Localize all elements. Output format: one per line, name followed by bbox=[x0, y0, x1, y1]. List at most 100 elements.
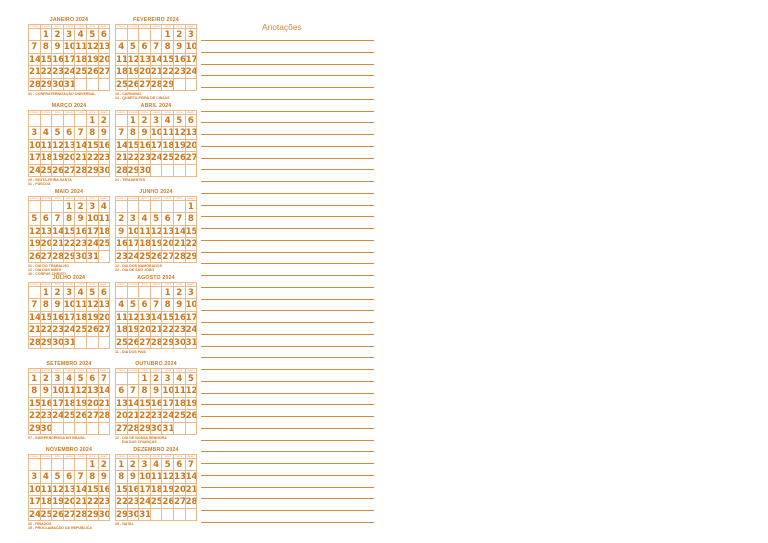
day-cell: 20 bbox=[63, 496, 76, 509]
day-cell: 10 bbox=[86, 213, 99, 226]
day-cell: 12 bbox=[29, 225, 41, 239]
day-cell: 1 bbox=[127, 115, 140, 128]
weekday-header: QUINTA bbox=[75, 283, 87, 287]
day-cell: 2 bbox=[173, 29, 186, 42]
day-cell: 14 bbox=[116, 139, 128, 153]
day-cell: 8 bbox=[162, 41, 174, 54]
day-cell: 17 bbox=[29, 496, 41, 509]
day-cell: 11 bbox=[116, 311, 128, 325]
weekday-header: DOMINGO bbox=[116, 111, 128, 115]
note-line bbox=[201, 521, 374, 523]
day-cell: 23 bbox=[139, 152, 151, 165]
month-block: MARÇO 2024 DOMINGO SEGUNDA TERÇA QUARTA QUINT… bbox=[28, 102, 111, 186]
day-cell: 29 bbox=[185, 250, 198, 263]
month-grid: DOMINGO SEGUNDA TERÇA QUARTA QUINTA SEXTA SÁBA… bbox=[115, 454, 198, 521]
day-cell: 19 bbox=[29, 238, 41, 251]
month-grid: DOMINGO SEGUNDA TERÇA QUARTA QUINTA SEXTA SÁBA… bbox=[115, 282, 198, 349]
day-cell: 25 bbox=[75, 324, 87, 337]
month-title: OUTUBRO 2024 bbox=[135, 361, 177, 367]
month-holidays: 13 - CARNAVAL 14 - QUARTA-FEIRA DE CINZA… bbox=[115, 91, 170, 101]
month-block: JULHO 2024 DOMINGO SEGUNDA TERÇA QUARTA QUINT… bbox=[28, 274, 111, 350]
note-line bbox=[201, 51, 374, 53]
weekday-header: TERÇA bbox=[139, 283, 151, 287]
day-cell: 25 bbox=[75, 66, 87, 79]
day-cell: 27 bbox=[139, 336, 151, 349]
day-cell: 2 bbox=[127, 459, 140, 472]
weekday-header: SEXTA bbox=[173, 369, 186, 373]
day-cell: 27 bbox=[40, 250, 53, 263]
note-line bbox=[201, 427, 374, 429]
day-cell: 8 bbox=[139, 385, 151, 398]
note-line bbox=[201, 40, 374, 41]
day-cell: 17 bbox=[162, 397, 174, 411]
day-cell: 18 bbox=[116, 324, 128, 337]
weekday-header: SEXTA bbox=[173, 455, 186, 459]
day-cell: 14 bbox=[127, 397, 140, 411]
day-cell: 19 bbox=[86, 311, 99, 325]
day-cell: 15 bbox=[162, 53, 174, 67]
day-cell: 8 bbox=[127, 127, 140, 140]
day-cell: 13 bbox=[98, 41, 111, 54]
weekday-header: SEGUNDA bbox=[127, 369, 140, 373]
day-cell: 30 bbox=[52, 78, 64, 91]
day-cell: · bbox=[75, 336, 87, 349]
month-holidays: 25 - NATAL bbox=[115, 521, 134, 526]
day-cell: 9 bbox=[173, 299, 186, 312]
day-cell: 26 bbox=[29, 250, 41, 263]
day-cell: 9 bbox=[98, 471, 111, 484]
note-line bbox=[201, 357, 374, 359]
day-cell: 26 bbox=[86, 66, 99, 79]
day-cell: 22 bbox=[185, 238, 198, 251]
note-line bbox=[201, 263, 374, 265]
day-cell: · bbox=[29, 115, 41, 128]
weekday-header: TERÇA bbox=[139, 25, 151, 29]
day-cell: 15 bbox=[127, 139, 140, 153]
day-cell: 7 bbox=[75, 127, 87, 140]
month-grid: DOMINGO SEGUNDA TERÇA QUARTA QUINTA SEXTA SÁBA… bbox=[115, 24, 198, 91]
month-title: JULHO 2024 bbox=[52, 275, 86, 281]
day-cell: 29 bbox=[127, 164, 140, 177]
day-cell: 20 bbox=[98, 311, 111, 325]
weekday-header: SEGUNDA bbox=[40, 369, 53, 373]
note-line bbox=[201, 404, 374, 406]
day-cell: 23 bbox=[52, 324, 64, 337]
day-cell: 20 bbox=[40, 238, 53, 251]
weekday-header: QUINTA bbox=[162, 283, 174, 287]
day-cell: · bbox=[116, 287, 128, 300]
day-cell: 23 bbox=[98, 152, 111, 165]
day-cell: 6 bbox=[63, 127, 76, 140]
day-cell: 1 bbox=[162, 287, 174, 300]
day-cell: 5 bbox=[29, 213, 41, 226]
day-cell: 6 bbox=[139, 41, 151, 54]
day-cell: · bbox=[40, 201, 53, 214]
day-cell: 28 bbox=[75, 164, 87, 177]
day-cell: · bbox=[139, 201, 151, 214]
day-cell: 21 bbox=[75, 496, 87, 509]
day-cell: 11 bbox=[75, 41, 87, 54]
day-cell: 5 bbox=[173, 115, 186, 128]
day-cell: · bbox=[173, 78, 186, 91]
day-cell: 11 bbox=[63, 385, 76, 398]
day-cell: 5 bbox=[52, 127, 64, 140]
day-cell: 23 bbox=[75, 238, 87, 251]
note-line bbox=[201, 75, 374, 77]
day-cell: 2 bbox=[139, 115, 151, 128]
day-cell: 11 bbox=[40, 139, 53, 153]
day-cell: 13 bbox=[63, 483, 76, 497]
day-cell: 12 bbox=[127, 53, 140, 67]
weekday-header: QUINTA bbox=[162, 197, 174, 201]
day-cell: 20 bbox=[139, 324, 151, 337]
day-cell: 15 bbox=[86, 483, 99, 497]
day-cell: · bbox=[150, 508, 163, 521]
month-block: NOVEMBRO 2024 DOMINGO SEGUNDA TERÇA QUARTA QU… bbox=[28, 446, 111, 530]
day-cell: 14 bbox=[75, 483, 87, 497]
day-cell: 17 bbox=[29, 152, 41, 165]
day-cell: 9 bbox=[75, 213, 87, 226]
day-cell: 24 bbox=[52, 410, 64, 423]
day-cell: 15 bbox=[29, 397, 41, 411]
day-cell: 15 bbox=[162, 311, 174, 325]
month-grid: DOMINGO SEGUNDA TERÇA QUARTA QUINTA SEXTA SÁBA… bbox=[28, 454, 111, 521]
day-cell: 3 bbox=[63, 287, 76, 300]
note-line bbox=[201, 510, 374, 511]
anotacoes-title: Anotações bbox=[262, 22, 302, 32]
